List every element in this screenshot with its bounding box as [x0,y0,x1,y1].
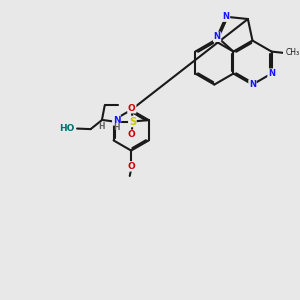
Text: N: N [249,80,256,89]
Text: O: O [128,130,136,139]
Text: O: O [128,104,136,113]
Text: N: N [223,12,230,21]
Text: HO: HO [59,124,74,133]
Text: N: N [113,116,120,125]
Text: H: H [113,123,120,132]
Text: S: S [129,116,136,127]
Text: H: H [99,122,105,131]
Text: N: N [268,69,275,78]
Text: N: N [214,32,220,41]
Text: CH₃: CH₃ [286,49,300,58]
Text: O: O [127,162,135,171]
